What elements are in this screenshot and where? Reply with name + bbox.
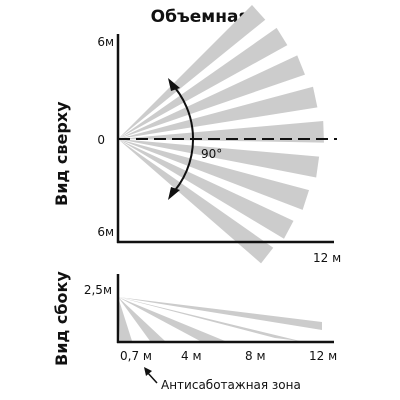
detection-zone-4 xyxy=(118,86,318,139)
side-tick-12: 12 м xyxy=(309,349,337,363)
detection-zone-6 xyxy=(118,139,320,178)
detection-zone-3 xyxy=(118,55,305,139)
side-ray-5 xyxy=(118,297,132,341)
side-view: 2,5м 0,7 м 4 м 8 м 12 м Антисаботажная з… xyxy=(52,271,337,392)
top-x-label-end: 12 м xyxy=(313,251,341,265)
side-detection-rays xyxy=(118,297,322,341)
angle-arc xyxy=(169,81,194,197)
detection-zone-9 xyxy=(118,139,274,264)
top-view: 6м 0 6м 12 м 90° Вид сверху xyxy=(52,4,341,265)
side-ray-3 xyxy=(118,297,225,341)
antisabotage-arrow-line xyxy=(146,371,158,384)
side-tick-4: 4 м xyxy=(181,349,202,363)
antisabotage-label: Антисаботажная зона xyxy=(161,378,301,392)
detection-zone-5 xyxy=(118,121,324,143)
side-view-label: Вид сбоку xyxy=(52,271,71,366)
top-y-label-zero: 0 xyxy=(97,133,105,147)
side-height-label: 2,5м xyxy=(84,283,112,297)
top-y-label-bottom: 6м xyxy=(97,225,114,239)
top-y-label-top: 6м xyxy=(97,35,114,49)
detection-zone-1 xyxy=(118,4,266,140)
detection-zone-8 xyxy=(118,139,294,239)
angle-label: 90° xyxy=(201,147,222,161)
top-view-label: Вид сверху xyxy=(52,101,71,206)
detection-zone-2 xyxy=(118,27,288,139)
arc-arrow-up-icon xyxy=(168,78,180,91)
arc-arrow-down-icon xyxy=(168,187,180,200)
side-ray-2 xyxy=(118,297,300,341)
detection-zone-7 xyxy=(118,139,310,210)
side-ray-4 xyxy=(118,297,165,341)
side-tick-0-7: 0,7 м xyxy=(120,349,152,363)
side-tick-8: 8 м xyxy=(245,349,266,363)
antisabotage-arrow-icon xyxy=(144,367,152,376)
side-ray-1 xyxy=(118,297,322,330)
diagram-title: Объемная xyxy=(151,7,250,27)
detection-fan xyxy=(118,4,324,264)
